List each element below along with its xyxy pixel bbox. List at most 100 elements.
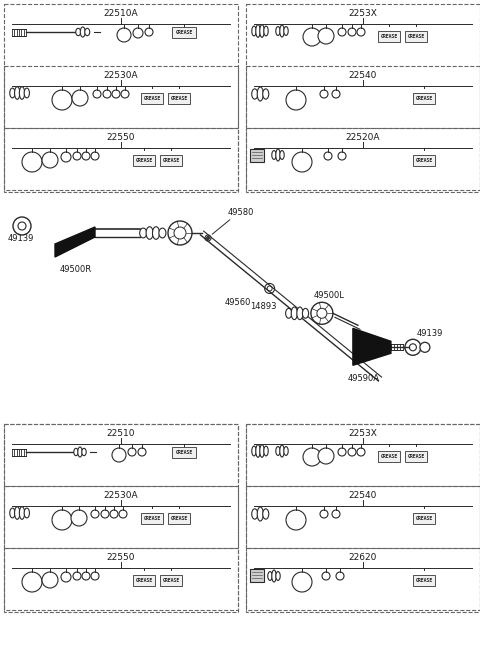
Ellipse shape [19,506,24,519]
Circle shape [322,572,330,580]
Circle shape [13,217,31,235]
FancyBboxPatch shape [168,512,190,523]
Ellipse shape [302,308,309,318]
Text: GREASE: GREASE [380,453,397,459]
Circle shape [93,90,101,98]
Ellipse shape [252,509,258,519]
Ellipse shape [257,87,263,101]
Text: GREASE: GREASE [162,158,180,163]
FancyBboxPatch shape [133,574,155,585]
FancyBboxPatch shape [172,446,196,457]
Circle shape [320,510,328,518]
Ellipse shape [284,26,288,36]
Ellipse shape [260,444,264,457]
Polygon shape [55,227,95,257]
Circle shape [61,152,71,162]
Circle shape [303,448,321,466]
Circle shape [357,28,365,36]
FancyBboxPatch shape [378,450,400,461]
Circle shape [22,152,42,172]
Ellipse shape [10,508,15,518]
Circle shape [311,302,333,324]
Ellipse shape [24,508,29,518]
Ellipse shape [264,446,268,456]
Text: 22550: 22550 [107,132,135,141]
Ellipse shape [276,446,280,455]
Circle shape [338,448,346,456]
Ellipse shape [74,448,78,455]
Text: GREASE: GREASE [170,96,188,101]
Circle shape [409,344,416,351]
Circle shape [103,90,111,98]
Circle shape [112,448,126,462]
Circle shape [119,510,127,518]
Ellipse shape [159,228,166,238]
FancyBboxPatch shape [168,92,190,103]
Circle shape [324,152,332,160]
Circle shape [52,90,72,110]
Ellipse shape [80,27,85,37]
FancyBboxPatch shape [413,574,435,585]
Circle shape [332,510,340,518]
Circle shape [72,90,88,106]
Ellipse shape [276,572,280,580]
Circle shape [168,221,192,245]
Ellipse shape [146,227,153,239]
Text: 22540: 22540 [349,70,377,79]
Ellipse shape [10,88,15,98]
Ellipse shape [268,572,272,580]
Ellipse shape [272,570,276,582]
Ellipse shape [286,308,292,318]
FancyBboxPatch shape [141,92,163,103]
FancyBboxPatch shape [141,512,163,523]
FancyBboxPatch shape [133,154,155,165]
Circle shape [91,572,99,580]
Ellipse shape [260,25,264,37]
Circle shape [128,448,136,456]
Ellipse shape [252,89,258,99]
Circle shape [112,90,120,98]
Circle shape [292,152,312,172]
Text: 22530A: 22530A [104,490,138,499]
Ellipse shape [82,448,86,455]
Circle shape [205,235,211,241]
Text: 49139: 49139 [417,329,443,338]
Text: GREASE: GREASE [415,578,432,583]
Circle shape [267,286,272,291]
Ellipse shape [252,26,256,36]
Circle shape [286,90,306,110]
Ellipse shape [256,25,260,37]
Circle shape [420,342,430,352]
FancyBboxPatch shape [250,149,264,162]
Circle shape [320,90,328,98]
Circle shape [348,28,356,36]
Ellipse shape [263,89,269,99]
Ellipse shape [19,87,24,99]
Ellipse shape [280,25,284,37]
Ellipse shape [280,445,284,457]
Text: 22530A: 22530A [104,70,138,79]
Circle shape [303,28,321,46]
Circle shape [71,510,87,526]
FancyBboxPatch shape [160,154,182,165]
Circle shape [338,152,346,160]
Text: 22510A: 22510A [104,8,138,17]
Text: 22520A: 22520A [346,132,380,141]
Circle shape [22,572,42,592]
Text: 22620: 22620 [349,552,377,561]
Ellipse shape [263,509,269,519]
FancyBboxPatch shape [413,512,435,523]
Ellipse shape [14,87,20,99]
Text: 14893: 14893 [250,302,276,311]
FancyBboxPatch shape [405,30,427,41]
Circle shape [145,28,153,36]
Circle shape [82,152,90,160]
Circle shape [338,28,346,36]
Ellipse shape [14,506,20,519]
Ellipse shape [24,88,29,98]
Text: 49500R: 49500R [60,264,92,273]
Text: GREASE: GREASE [162,578,180,583]
Circle shape [82,572,90,580]
Ellipse shape [85,28,90,36]
Ellipse shape [291,307,298,320]
